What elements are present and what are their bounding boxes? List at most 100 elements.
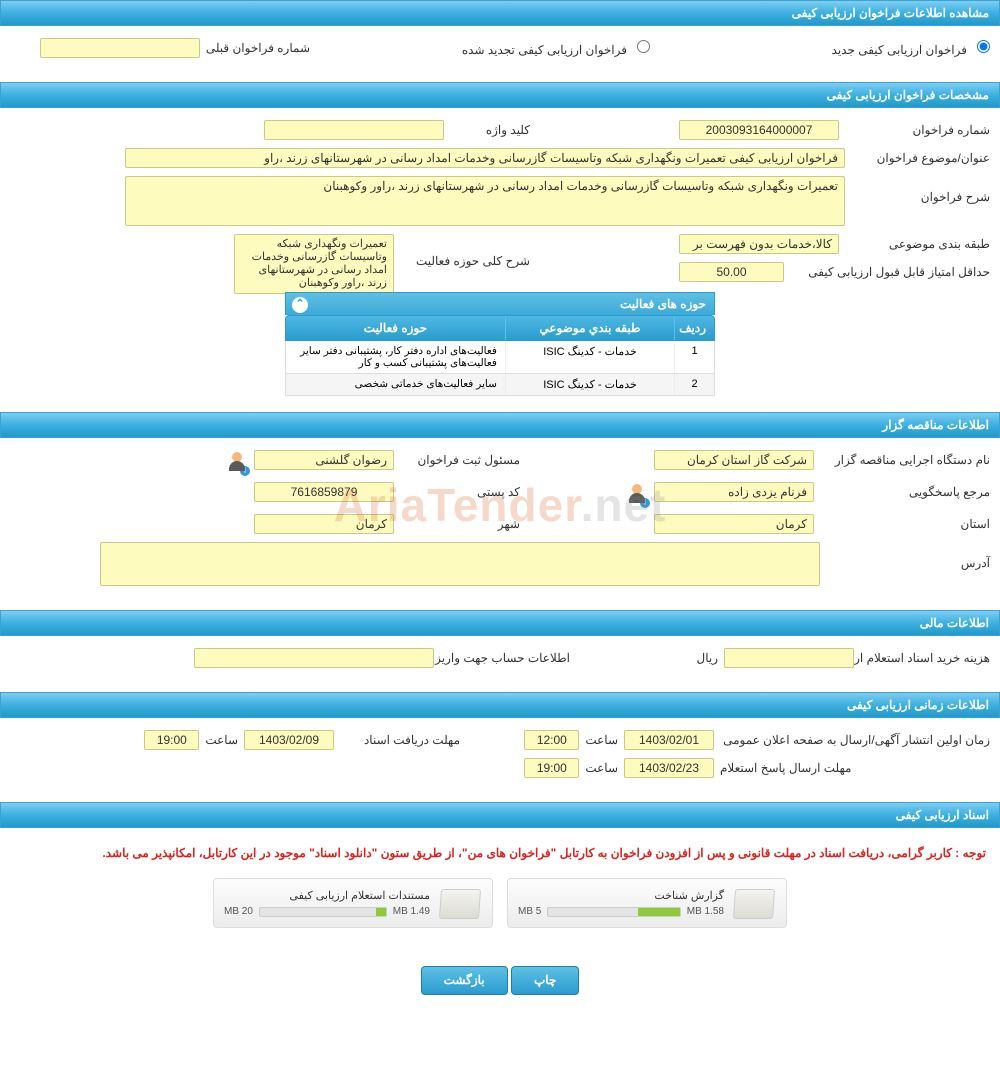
section-header-spec: مشخصات فراخوان ارزیابی کیفی [0,82,1000,108]
field-description: تعمیرات ونگهداری شبکه وتاسیسات گازرسانی … [125,176,845,226]
table-row: 2خدمات - کدینگ ISICسایر فعالیت‌های خدمات… [285,374,715,396]
label-respondent: مرجع پاسخگویی [820,482,990,499]
label-new-call: فراخوان ارزیابی کیفی جدید [832,40,967,57]
label-prev-number: شماره فراخوان قبلی [206,38,310,55]
page-root: مشاهده اطلاعات فراخوان ارزیابی کیفی فراخ… [0,0,1000,1025]
section-header-view-info: مشاهده اطلاعات فراخوان ارزیابی کیفی [0,0,1000,26]
section-body-docs: توجه : کاربر گرامی، دریافت اسناد در مهلت… [0,828,1000,944]
label-keyword: کلید واژه [450,120,530,137]
file-bar: 1.49 MB 20 MB [224,906,430,917]
button-bar: چاپ بازگشت [0,944,1000,1025]
field-keyword [264,120,444,140]
file-used: 1.49 MB [393,906,430,917]
table-row: 1خدمات - کدینگ ISICفعالیت‌های اداره دفتر… [285,341,715,374]
field-prev-number [40,38,200,58]
label-renewed-call: فراخوان ارزیابی کیفی تجدید شده [462,40,627,57]
file-used: 1.58 MB [687,906,724,917]
table-cell: فعالیت‌های اداره دفتر کار، پشتیبانی دفتر… [286,341,505,373]
label-time-1: ساعت [585,730,618,747]
label-response: مهلت ارسال پاسخ استعلام [720,758,990,775]
field-response-time: 19:00 [524,758,579,778]
folder-icon [438,885,482,921]
label-call-title: عنوان/موضوع فراخوان [845,148,990,165]
label-org: نام دستگاه اجرایی مناقصه گزار [820,450,990,467]
bar-track [259,907,387,917]
label-activity-overview: شرح کلی حوزه فعالیت [400,234,530,268]
radio-renewed-call[interactable] [637,40,650,53]
col-h-index: ردیف [674,316,714,340]
field-province: کرمان [654,514,814,534]
file-total: 5 MB [518,906,541,917]
section-body-timing: زمان اولین انتشار آگهی/ارسال به صفحه اعل… [0,718,1000,802]
label-postal: کد پستی [400,482,520,499]
bar-fill [376,908,386,916]
person-icon-2[interactable]: i [624,482,648,506]
field-call-title: فراخوان ارزیابی کیفی تعمیرات ونگهداری شب… [125,148,845,168]
field-activity-overview: تعمیرات ونگهداری شبکه وتاسیسات گازرسانی … [234,234,394,294]
section-header-docs: اسناد ارزیابی کیفی [0,802,1000,828]
col-h-category: طبقه بندي موضوعي [505,316,674,340]
field-postal: 7616859879 [254,482,394,502]
file-title: مستندات استعلام ارزیابی کیفی [224,889,430,902]
bar-fill [638,908,680,916]
field-account-info [194,648,434,668]
print-button[interactable]: چاپ [511,966,579,995]
label-registrar: مسئول ثبت فراخوان [400,450,520,467]
label-address: آدرس [820,542,990,570]
field-category: کالا،خدمات بدون فهرست بر [679,234,839,254]
folder-icon [732,885,776,921]
table-cell: خدمات - کدینگ ISIC [505,374,674,395]
section-header-timing: اطلاعات زمانی ارزیابی کیفی [0,692,1000,718]
field-receive-time: 19:00 [144,730,199,750]
field-doc-cost [724,648,854,668]
section-header-owner: اطلاعات مناقصه گزار [0,412,1000,438]
label-receive: مهلت دریافت اسناد [340,730,460,747]
field-registrar: رضوان گلشنی [254,450,394,470]
label-time-3: ساعت [585,758,618,775]
activity-table-title-row: حوزه های فعالیت ⌃ [285,292,715,315]
bar-track [547,907,680,917]
section-body-owner: AriaTender.net نام دستگاه اجرایی مناقصه … [0,438,1000,610]
file-box[interactable]: مستندات استعلام ارزیابی کیفی 1.49 MB 20 MB [213,878,493,928]
field-address [100,542,820,586]
person-icon[interactable]: i [224,450,248,474]
label-min-score: حداقل امتیاز قابل قبول ارزیابی کیفی [790,262,990,279]
col-h-domain: حوزه فعالیت [286,316,505,340]
label-publish: زمان اولین انتشار آگهی/ارسال به صفحه اعل… [720,730,990,747]
collapse-icon[interactable]: ⌃ [292,297,308,313]
label-description: شرح فراخوان [845,176,990,204]
label-category: طبقه بندی موضوعی [845,234,990,251]
back-button[interactable]: بازگشت [421,966,508,995]
file-title: گزارش شناخت [518,889,724,902]
file-bar: 1.58 MB 5 MB [518,906,724,917]
field-city: کرمان [254,514,394,534]
table-cell: خدمات - کدینگ ISIC [505,341,674,373]
file-box[interactable]: گزارش شناخت 1.58 MB 5 MB [507,878,787,928]
label-doc-cost: هزینه خرید اسناد استعلام ارزیابی کیفی [860,648,990,665]
radio-new-call[interactable] [977,40,990,53]
label-call-number: شماره فراخوان [845,120,990,137]
label-city: شهر [400,514,520,531]
notice-text: توجه : کاربر گرامی، دریافت اسناد در مهلت… [10,840,990,866]
field-publish-date: 1403/02/01 [624,730,714,750]
field-call-number: 2003093164000007 [679,120,839,140]
field-response-date: 1403/02/23 [624,758,714,778]
file-total: 20 MB [224,906,253,917]
section-body-type-select: فراخوان ارزیابی کیفی جدید فراخوان ارزیاب… [0,26,1000,82]
activity-table: حوزه های فعالیت ⌃ ردیف طبقه بندي موضوعي … [285,292,715,396]
label-account-info: اطلاعات حساب جهت واریز هزینه خرید اسناد [440,648,570,665]
label-time-2: ساعت [205,730,238,747]
label-currency: ریال [696,648,718,665]
table-cell: 2 [674,374,714,395]
activity-table-title: حوزه های فعالیت [620,297,706,311]
section-body-financial: هزینه خرید اسناد استعلام ارزیابی کیفی ری… [0,636,1000,692]
activity-table-header: ردیف طبقه بندي موضوعي حوزه فعالیت [285,315,715,341]
field-respondent: فرنام یزدی زاده [654,482,814,502]
table-cell: سایر فعالیت‌های خدماتی شخصی [286,374,505,395]
field-publish-time: 12:00 [524,730,579,750]
field-org: شرکت گاز استان کرمان [654,450,814,470]
field-receive-date: 1403/02/09 [244,730,334,750]
field-min-score: 50.00 [679,262,784,282]
file-info: مستندات استعلام ارزیابی کیفی 1.49 MB 20 MB [224,889,430,917]
section-body-spec: شماره فراخوان 2003093164000007 کلید واژه… [0,108,1000,412]
